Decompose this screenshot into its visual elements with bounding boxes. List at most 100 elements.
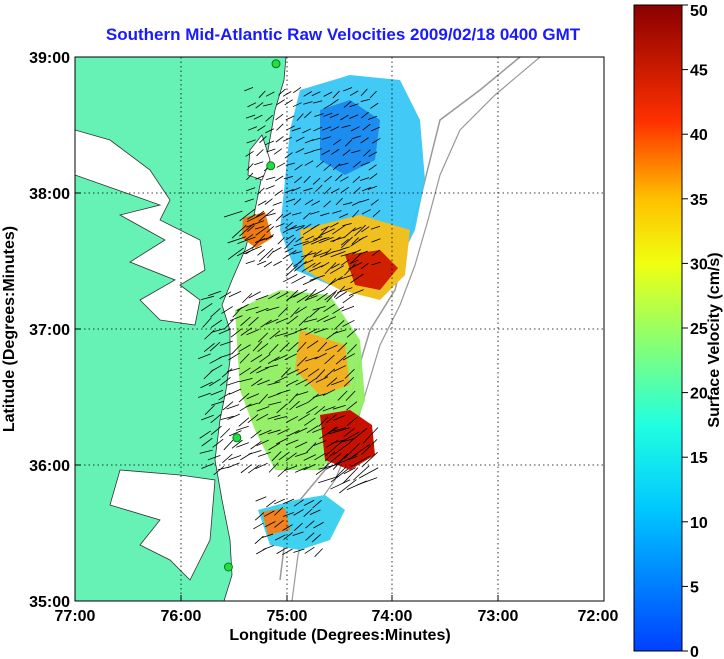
velocity-arrow bbox=[258, 451, 271, 457]
velocity-arrow bbox=[316, 160, 324, 168]
velocity-arrow bbox=[350, 252, 363, 264]
y-ticks bbox=[75, 56, 81, 602]
velocity-arrow bbox=[255, 307, 269, 314]
velocity-arrow bbox=[351, 135, 361, 140]
velocity-arrow bbox=[285, 415, 299, 423]
velocity-arrow bbox=[293, 522, 303, 532]
velocity-arrow bbox=[302, 277, 318, 286]
velocity-arrow bbox=[245, 220, 265, 228]
grid bbox=[75, 57, 604, 601]
velocity-arrow bbox=[228, 388, 242, 395]
velocity-arrow bbox=[303, 223, 312, 230]
velocity-arrow bbox=[322, 389, 336, 396]
velocity-arrow bbox=[222, 453, 233, 464]
velocity-arrow bbox=[341, 259, 350, 266]
velocity-arrow bbox=[293, 240, 309, 247]
velocity-arrow bbox=[293, 289, 308, 298]
velocity-arrow bbox=[339, 479, 357, 494]
velocity-arrow bbox=[351, 149, 361, 154]
velocity-arrow bbox=[322, 126, 332, 131]
velocity-arrow bbox=[306, 405, 318, 414]
velocity-arrow bbox=[256, 367, 269, 374]
velocity-arrow bbox=[283, 175, 294, 180]
velocity-arrow bbox=[227, 247, 244, 260]
velocity-arrow bbox=[258, 393, 269, 405]
velocity-arrow bbox=[289, 400, 300, 411]
velocity-arrow bbox=[332, 90, 340, 99]
velocity-arrow bbox=[265, 185, 275, 190]
velocity-arrow bbox=[371, 261, 381, 266]
velocity-arrow bbox=[199, 430, 211, 439]
velocity-arrow bbox=[340, 251, 357, 257]
chart-title: Southern Mid-Atlantic Raw Velocities 200… bbox=[106, 25, 581, 44]
velocity-arrow bbox=[221, 368, 233, 378]
velocity-arrow bbox=[313, 521, 324, 529]
colorbar-tick-label: 10 bbox=[690, 515, 708, 532]
velocity-arrow bbox=[311, 534, 321, 543]
velocity-arrow bbox=[208, 290, 222, 296]
velocity-arrow bbox=[301, 262, 316, 272]
velocity-arrow bbox=[349, 427, 368, 443]
velocity-arrow bbox=[247, 126, 258, 131]
velocity-arrow bbox=[340, 246, 350, 251]
colorbar-tick-label: 25 bbox=[690, 321, 708, 338]
x-tick-label: 75:00 bbox=[267, 608, 308, 625]
velocity-arrow bbox=[369, 173, 378, 180]
velocity-arrow bbox=[219, 340, 233, 346]
velocity-arrow bbox=[265, 128, 275, 134]
velocity-arrow bbox=[323, 103, 333, 110]
velocity-arrow bbox=[226, 367, 240, 373]
velocity-arrow bbox=[294, 176, 303, 184]
velocity-arrow bbox=[372, 137, 381, 144]
velocity-arrow bbox=[296, 368, 309, 376]
velocity-arrow bbox=[255, 223, 272, 236]
velocity-arrow bbox=[254, 226, 265, 230]
velocity-arrow bbox=[266, 318, 279, 325]
velocity-arrow bbox=[242, 293, 253, 304]
velocity-arrow bbox=[210, 319, 223, 328]
velocity-arrow bbox=[314, 406, 326, 416]
velocity-arrow bbox=[313, 440, 327, 446]
velocity-arrow bbox=[282, 512, 294, 517]
velocity-arrow bbox=[277, 389, 291, 395]
velocity-arrow bbox=[287, 315, 299, 325]
velocity-arrow bbox=[361, 187, 372, 192]
velocity-arrow bbox=[209, 341, 221, 352]
velocity-arrow bbox=[219, 291, 232, 300]
velocity-arrow bbox=[198, 353, 211, 360]
velocity-arrow bbox=[305, 328, 318, 336]
velocity-arrow bbox=[278, 451, 290, 461]
velocity-arrow bbox=[314, 113, 324, 118]
velocity-arrow bbox=[285, 265, 298, 277]
velocity-arrow bbox=[324, 262, 337, 275]
velocity-arrow bbox=[293, 87, 302, 94]
velocity-arrow bbox=[332, 453, 349, 470]
velocity-arrow bbox=[350, 126, 360, 132]
velocity-arrow bbox=[257, 248, 266, 256]
velocity-arrow bbox=[265, 114, 274, 122]
velocity-arrow bbox=[312, 500, 322, 509]
velocity-arrow bbox=[325, 414, 337, 424]
velocity-arrow bbox=[300, 252, 317, 258]
velocity-arrow bbox=[256, 210, 265, 217]
velocity-arrow bbox=[343, 467, 356, 475]
velocity-arrow bbox=[335, 197, 343, 206]
velocity-arrow bbox=[324, 354, 335, 365]
velocity-arrow bbox=[220, 415, 234, 420]
velocity-arrow bbox=[256, 149, 264, 157]
velocity-arrow bbox=[328, 427, 350, 435]
velocity-arrow bbox=[340, 186, 350, 193]
velocity-arrow bbox=[219, 353, 233, 358]
velocity-arrow bbox=[240, 316, 251, 327]
velocity-arrow bbox=[230, 328, 242, 338]
velocity-arrow bbox=[276, 162, 286, 168]
velocity-arrow bbox=[302, 128, 312, 134]
velocity-arrow bbox=[348, 289, 364, 296]
velocity-arrow bbox=[258, 247, 274, 262]
velocity-arrow bbox=[329, 276, 343, 286]
velocity-arrow bbox=[312, 100, 323, 104]
velocity-arrow bbox=[247, 414, 259, 424]
velocity-arrow bbox=[346, 328, 358, 338]
velocity-arrow bbox=[294, 260, 307, 272]
velocity-arrow bbox=[343, 227, 356, 239]
